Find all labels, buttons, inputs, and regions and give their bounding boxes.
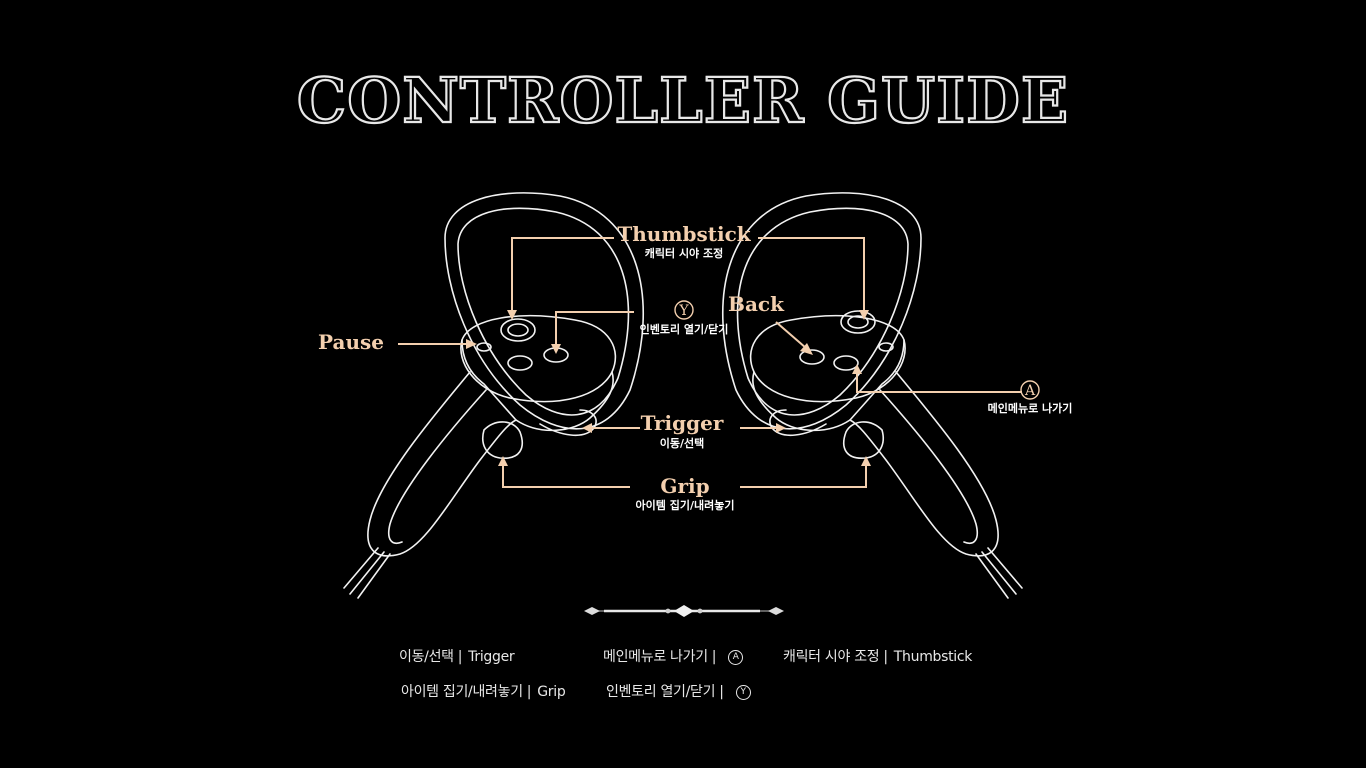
a-button-glyph: A	[1024, 383, 1036, 399]
legend-separator: |	[526, 684, 532, 700]
legend-separator: |	[883, 649, 888, 665]
right-tracking-ring	[721, 192, 922, 430]
legend-desc: 아이템 집기/내려놓기	[401, 684, 523, 700]
right-b-button	[833, 355, 859, 371]
legend-a-icon: A	[728, 649, 744, 665]
right-grip	[842, 421, 884, 459]
grip-right-line	[740, 464, 867, 488]
right-face-plate	[749, 315, 906, 403]
right-tracking-ring-inner	[736, 207, 909, 416]
left-face-plate	[460, 315, 617, 403]
left-handle	[367, 371, 517, 557]
y-button-circle	[674, 300, 694, 320]
back-label: Back	[728, 292, 785, 316]
y-button-glyph: Y	[678, 303, 689, 319]
legend-key: Thumbstick	[893, 649, 973, 665]
right-a-button	[799, 349, 825, 365]
legend-y-icon: Y	[735, 684, 751, 700]
right-oculus-button	[878, 342, 894, 352]
thumbstick-left-line	[511, 237, 614, 312]
legend-item-grip: 아이템 집기/내려놓기 | Grip	[401, 681, 566, 701]
grip-label: Grip	[660, 474, 709, 498]
back-line	[775, 321, 807, 349]
legend-desc: 캐릭터 시야 조정	[783, 649, 880, 665]
legend-desc: 인벤토리 열기/닫기	[606, 684, 716, 700]
legend-key: Trigger	[468, 649, 515, 665]
legend-item-a-button: 메인메뉴로 나가기 | A	[603, 646, 744, 666]
grip-left-arrowhead	[498, 456, 508, 466]
grip-left-line	[502, 464, 630, 488]
a-button-arrowhead	[852, 364, 862, 374]
ornament-divider	[584, 605, 784, 617]
left-x-button	[507, 355, 533, 371]
left-handle-inner	[387, 389, 487, 544]
left-thumbstick-cap	[507, 323, 529, 337]
a-button-circle	[1020, 380, 1040, 400]
legend-item-thumbstick: 캐릭터 시야 조정 | Thumbstick	[783, 646, 972, 666]
trigger-desc: 이동/선택	[660, 436, 705, 450]
back-arrowhead	[800, 343, 813, 355]
a-button-line	[856, 372, 1022, 393]
a-button-desc: 메인메뉴로 나가기	[988, 401, 1073, 415]
thumbstick-right-line	[758, 237, 865, 312]
legend-item-trigger: 이동/선택 | Trigger	[399, 646, 515, 666]
left-tracking-ring	[444, 192, 645, 430]
trigger-left-arrowhead	[582, 423, 592, 433]
y-button-line	[555, 311, 634, 346]
y-button-arrowhead	[551, 344, 561, 354]
thumbstick-desc: 캐릭터 시야 조정	[645, 246, 724, 260]
thumbstick-label: Thumbstick	[617, 222, 751, 246]
legend-separator: |	[457, 649, 463, 665]
legend-desc: 메인메뉴로 나가기	[603, 649, 708, 665]
pause-arrowhead	[466, 339, 477, 349]
right-thumbstick	[840, 310, 876, 334]
legend-item-y-button: 인벤토리 열기/닫기 | Y	[606, 681, 751, 701]
trigger-label: Trigger	[641, 411, 724, 435]
legend-separator: |	[719, 684, 724, 700]
legend-desc: 이동/선택	[399, 649, 454, 665]
y-button-desc: 인벤토리 열기/닫기	[640, 322, 729, 336]
legend-key: Grip	[537, 684, 566, 700]
thumbstick-left-arrowhead	[507, 310, 517, 320]
grip-desc: 아이템 집기/내려놓기	[636, 498, 735, 512]
left-grip	[482, 421, 524, 459]
page-title: CONTROLLER GUIDE	[296, 64, 1070, 137]
legend-separator: |	[711, 649, 717, 665]
right-handle-inner	[879, 389, 979, 544]
right-thumbstick-cap	[847, 315, 869, 329]
thumbstick-right-arrowhead	[859, 310, 869, 320]
right-controller-drawing	[721, 192, 1023, 599]
left-menu-button	[476, 342, 492, 352]
left-controller-drawing	[343, 192, 645, 599]
right-handle	[849, 371, 999, 557]
pause-label: Pause	[318, 330, 384, 354]
trigger-right-arrowhead	[776, 423, 786, 433]
callout-lines	[398, 237, 1022, 488]
grip-right-arrowhead	[861, 456, 871, 466]
left-cable	[343, 547, 391, 599]
right-cable	[975, 547, 1023, 599]
left-thumbstick	[500, 318, 536, 342]
